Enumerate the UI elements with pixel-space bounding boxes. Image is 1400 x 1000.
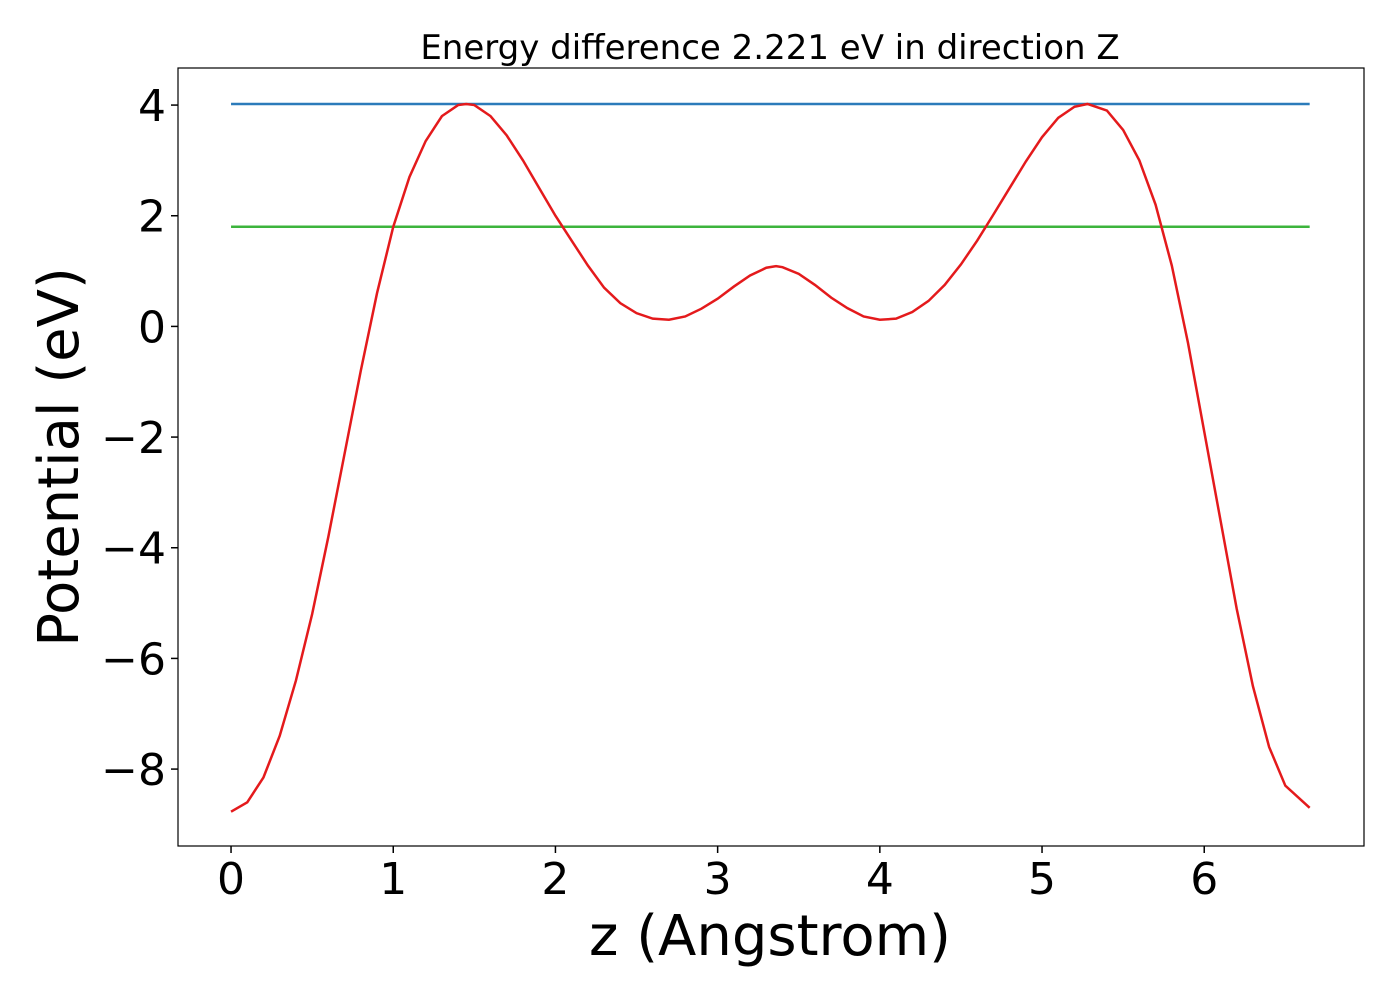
- y-tick-label: −4: [101, 524, 166, 575]
- y-tick-label: 0: [138, 302, 166, 353]
- x-axis-label: z (Angstrom): [589, 904, 951, 969]
- plot-frame: [177, 67, 1365, 847]
- y-axis-label: Potential (eV): [27, 267, 92, 647]
- x-tick-label: 1: [379, 854, 407, 905]
- y-tick-label: −8: [101, 745, 166, 796]
- x-tick-label: 4: [866, 854, 894, 905]
- x-tick-label: 2: [541, 854, 569, 905]
- x-tick-label: 3: [704, 854, 732, 905]
- chart-title: Energy difference 2.221 eV in direction …: [420, 28, 1119, 68]
- x-tick-label: 6: [1190, 854, 1218, 905]
- y-tick-label: 4: [138, 81, 166, 132]
- x-tick-label: 0: [217, 854, 245, 905]
- y-tick-label: 2: [138, 192, 166, 243]
- series-line: [230, 102, 1311, 813]
- y-tick-label: −6: [101, 634, 166, 685]
- x-tick-label: 5: [1028, 854, 1056, 905]
- y-tick-label: −2: [101, 413, 166, 464]
